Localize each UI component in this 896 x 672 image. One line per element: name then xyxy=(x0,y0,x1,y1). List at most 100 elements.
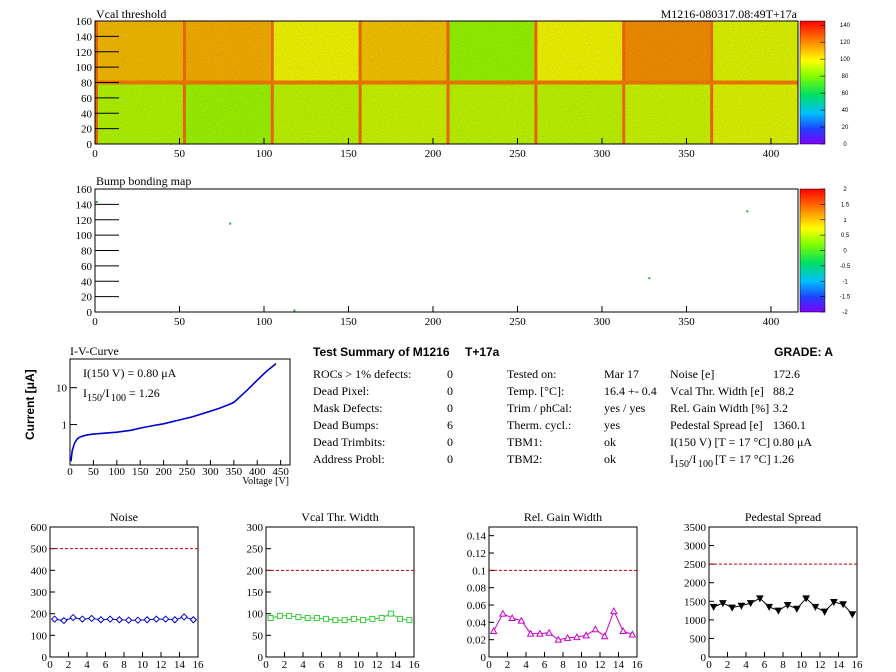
noise-point xyxy=(97,616,105,624)
pedestal-y-tick-label: 3500 xyxy=(684,522,707,534)
noise-point xyxy=(143,616,151,624)
noise-plot: Noise 0 2 4 6 8 10 12 14 16 0 100 200 300 400 500 600 xyxy=(31,510,205,671)
vcal-width-plot: Vcal Thr. Width 0 2 4 6 8 10 12 14 16 0 50 100 150 200… xyxy=(247,510,421,671)
y-tick-label: 80 xyxy=(81,246,93,258)
iv-x-tick-label: 100 xyxy=(109,466,126,478)
pedestal-y-tick-label: 500 xyxy=(690,633,707,645)
svg-text:/I: /I xyxy=(689,452,696,466)
noise-x-tick-label: 0 xyxy=(47,659,53,671)
gain-width-point xyxy=(610,607,618,615)
iv-xlabel: Voltage [V] xyxy=(242,476,289,487)
z-tick-label: 0 xyxy=(843,249,847,255)
vcal-width-point xyxy=(304,615,311,621)
z-tick-label: 140 xyxy=(840,23,851,29)
vcal-width-point xyxy=(313,615,320,621)
pedestal-x-tick-label: 2 xyxy=(725,659,731,671)
x-tick-label: 400 xyxy=(763,148,780,160)
summary-ratio-label: I 150 /I 100 xyxy=(670,452,713,470)
gain-width-x-tick-label: 10 xyxy=(576,659,588,671)
y-tick-label: 0 xyxy=(87,139,93,151)
pedestal-x-tick-label: 14 xyxy=(833,659,845,671)
gain-width-y-tick-label: 0.08 xyxy=(467,583,487,595)
pedestal-point xyxy=(848,611,857,619)
noise-x-tick-label: 6 xyxy=(103,659,109,671)
noise-y-tick-label: 400 xyxy=(31,565,48,577)
y-tick-label: 100 xyxy=(76,230,93,242)
pedestal-point xyxy=(774,607,783,615)
noise-frame xyxy=(49,526,199,658)
summary-right-value: 3.2 xyxy=(773,401,788,415)
summary-right-label: Rel. Gain Width [%] xyxy=(670,401,769,415)
x-tick-label: 300 xyxy=(594,148,611,160)
noise-y-tick-label: 600 xyxy=(31,522,48,534)
iv-annot-current: I(150 V) = 0.80 μA xyxy=(83,366,177,380)
noise-point xyxy=(60,616,68,625)
vcal-width-y-tick-label: 150 xyxy=(247,587,264,599)
noise-point xyxy=(106,615,114,623)
pedestal-x-tick-label: 0 xyxy=(706,659,712,671)
gain-width-x-tick-label: 4 xyxy=(523,659,529,671)
x-tick-label: 0 xyxy=(92,148,98,160)
bump-point xyxy=(293,309,296,312)
summary-mid-value: ok xyxy=(604,452,616,466)
y-tick-label: 160 xyxy=(76,16,93,28)
gain-width-point xyxy=(536,629,544,637)
pedestal-point xyxy=(802,595,810,603)
z-tick-label: -0.5 xyxy=(840,264,851,270)
x-tick-label: 50 xyxy=(174,148,186,160)
x-tick-label: 0 xyxy=(92,316,98,328)
pedestal-point xyxy=(811,603,820,611)
x-tick-label: 200 xyxy=(425,316,442,328)
svg-text:I: I xyxy=(83,386,87,400)
z-tick-label: 100 xyxy=(840,57,851,63)
pedestal-x-tick-label: 4 xyxy=(743,659,749,671)
summary-left-label: Dead Trimbits: xyxy=(313,435,385,449)
summary-left-label: ROCs > 1% defects: xyxy=(313,367,411,381)
summary-mid-value: yes / yes xyxy=(604,401,646,415)
summary-left-label: Dead Pixel: xyxy=(313,384,369,398)
summary-right-value: 1.26 xyxy=(773,452,794,466)
noise-point xyxy=(161,615,170,623)
bump-axes: 0 50 100 150 200 250 300 350 400 0 20 40 60 80 100 120 1… xyxy=(76,184,780,328)
summary-panel: Test Summary of M1216 T+17a GRADE: A ROC… xyxy=(313,345,833,470)
vcal-width-frame xyxy=(265,526,415,658)
vcal-width-point xyxy=(360,617,367,624)
vcal-width-point xyxy=(332,617,339,624)
x-tick-label: 250 xyxy=(509,316,526,328)
pedestal-series-line xyxy=(713,597,853,615)
bump-bonding-panel: Bump bonding map 0 50 100 150 200 250 300 350 40… xyxy=(76,174,851,328)
vcal-width-x-tick-label: 12 xyxy=(372,659,383,671)
pedestal-point xyxy=(719,600,727,608)
gain-width-x-tick-label: 14 xyxy=(613,659,625,671)
summary-right-label: [T = 17 °C] xyxy=(715,452,771,466)
z-tick-label: 80 xyxy=(842,74,849,80)
noise-y-tick-label: 500 xyxy=(31,544,48,556)
summary-left-value: 0 xyxy=(447,367,453,381)
pedestal-y-tick-label: 2500 xyxy=(684,559,707,571)
iv-ylabel: Current [μA] xyxy=(23,369,37,440)
x-tick-label: 50 xyxy=(174,316,186,328)
noise-point xyxy=(78,615,87,623)
x-tick-label: 350 xyxy=(678,316,695,328)
z-tick-label: 120 xyxy=(840,40,851,46)
gain-width-x-tick-label: 12 xyxy=(595,659,606,671)
pedestal-x-tick-label: 8 xyxy=(780,659,786,671)
vcal-width-point xyxy=(323,615,330,622)
vcal-width-point xyxy=(378,615,385,621)
iv-series-line xyxy=(70,362,277,462)
x-tick-label: 350 xyxy=(678,148,695,160)
gain-width-y-tick-label: 0 xyxy=(481,652,487,664)
gain-width-point xyxy=(508,613,516,621)
pedestal-point xyxy=(793,605,801,613)
noise-point xyxy=(180,613,188,621)
summary-temp-tag: T+17a xyxy=(465,345,500,359)
z-tick-label: 40 xyxy=(842,108,849,114)
noise-point xyxy=(134,616,142,624)
summary-mid-label: Tested on: xyxy=(507,367,556,381)
x-tick-label: 100 xyxy=(256,148,273,160)
pedestal-point xyxy=(783,602,792,610)
noise-x-tick-label: 2 xyxy=(66,659,72,671)
x-tick-label: 300 xyxy=(594,316,611,328)
